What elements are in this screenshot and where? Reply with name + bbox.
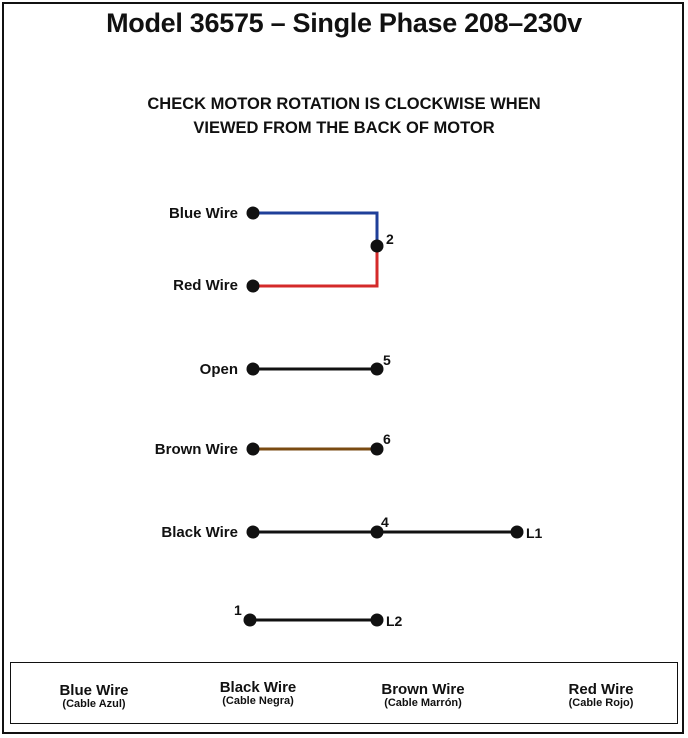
legend-red-es: (Cable Rojo) [568,697,634,709]
blue-wire-line [253,211,379,246]
wire-color-legend: Blue Wire (Cable Azul) Black Wire (Cable… [10,662,678,724]
legend-black-es: (Cable Negra) [222,695,294,707]
terminal-5-dot [370,362,384,376]
legend-red-wire: Red Wire (Cable Rojo) [531,682,671,710]
rotation-warning: CHECK MOTOR ROTATION IS CLOCKWISE WHEN V… [0,92,688,140]
black-wire-dot [246,525,260,539]
legend-brown-wire: Brown Wire (Cable Marrón) [353,682,493,710]
terminal-l2-label: L2 [386,613,403,629]
terminal-6-label: 6 [383,431,391,447]
red-wire-line [253,246,379,288]
legend-brown-es: (Cable Marrón) [384,697,462,709]
open-dot [246,362,260,376]
terminal-l1-dot [510,525,524,539]
terminal-2-label: 2 [386,231,394,247]
red-wire-dot [246,279,260,293]
legend-black-wire: Black Wire (Cable Negra) [188,680,328,708]
diagram-title: Model 36575 – Single Phase 208–230v [106,8,582,38]
terminal-4-label: 4 [381,514,389,530]
terminal-l1-label: L1 [526,525,543,541]
terminal-1-dot [243,613,257,627]
black-wire-label: Black Wire [161,524,238,541]
terminal-l2-dot [370,613,384,627]
legend-red-en: Red Wire [568,681,634,698]
terminal-4-dot [370,525,384,539]
warning-line-1: CHECK MOTOR ROTATION IS CLOCKWISE WHEN [147,95,541,113]
open-label: Open [199,361,238,378]
brown-wire-label: Brown Wire [154,441,238,458]
brown-wire-dot [246,442,260,456]
legend-blue-en: Blue Wire [59,682,129,699]
blue-wire-label: Blue Wire [168,205,238,222]
terminal-5-label: 5 [383,352,391,368]
blue-wire-dot [246,206,260,220]
terminal-6-dot [370,442,384,456]
legend-brown-en: Brown Wire [381,681,465,698]
warning-line-2: VIEWED FROM THE BACK OF MOTOR [193,119,495,137]
legend-black-en: Black Wire [219,679,297,696]
legend-blue-wire: Blue Wire (Cable Azul) [24,683,164,711]
red-wire-label: Red Wire [173,277,238,294]
legend-blue-es: (Cable Azul) [62,698,126,710]
terminal-1-label: 1 [234,602,242,618]
terminal-2-dot [370,239,384,253]
